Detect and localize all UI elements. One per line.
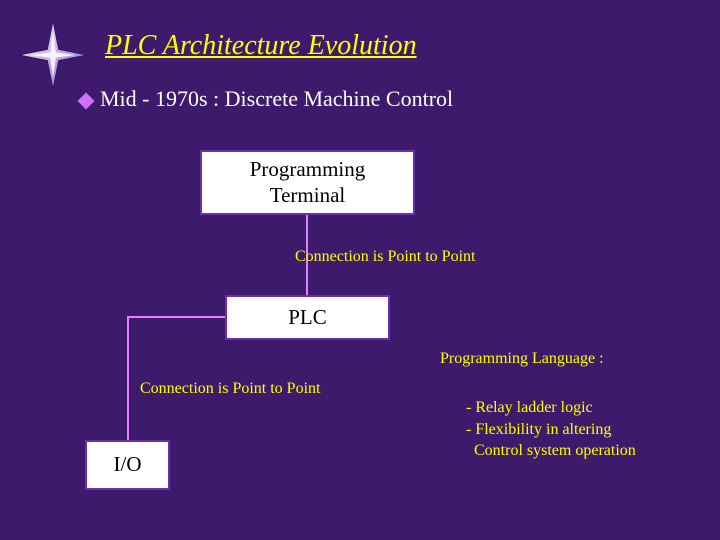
node-label: PLC — [288, 305, 327, 330]
connector-plc-h — [127, 316, 225, 318]
connector-plc-io — [127, 316, 129, 440]
bullet-icon — [78, 93, 95, 110]
node-plc: PLC — [225, 295, 390, 340]
star-icon — [18, 20, 88, 90]
lang-items: - Relay ladder logic - Flexibility in al… — [462, 397, 636, 462]
node-label: I/O — [114, 452, 142, 477]
node-programming-terminal: Programming Terminal — [200, 150, 415, 215]
edge-label-2: Connection is Point to Point — [140, 380, 320, 398]
slide-subtitle: Mid - 1970s : Discrete Machine Control — [100, 86, 453, 112]
node-io: I/O — [85, 440, 170, 490]
lang-header: Programming Language : — [440, 350, 604, 368]
node-label: Programming Terminal — [250, 157, 366, 207]
edge-label-1: Connection is Point to Point — [295, 248, 475, 266]
slide-title: PLC Architecture Evolution — [105, 30, 417, 62]
